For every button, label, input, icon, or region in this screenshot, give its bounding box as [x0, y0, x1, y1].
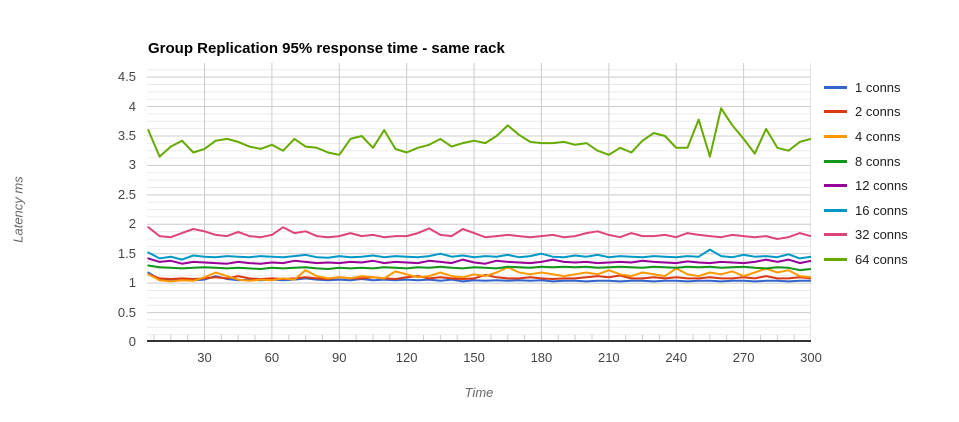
x-axis-title: Time	[464, 385, 494, 400]
series-line-16-conns	[147, 248, 811, 261]
y-tick-label: 1	[128, 275, 136, 291]
y-tick-label: 3.5	[117, 127, 136, 143]
legend-line-swatch	[824, 257, 847, 261]
legend: 1 conns 2 conns 4 conns 8 conns 12 conns 16 c…	[824, 75, 908, 272]
x-tick-label: 180	[530, 350, 553, 365]
plot-area	[147, 63, 811, 342]
legend-item: 8 conns	[824, 149, 908, 174]
legend-item: 4 conns	[824, 124, 908, 149]
x-tick-label: 210	[597, 350, 620, 365]
x-tick-label: 240	[665, 350, 688, 365]
y-tick-label: 2	[128, 216, 136, 232]
legend-item: 16 conns	[824, 198, 908, 223]
x-tick-label: 120	[395, 350, 418, 365]
legend-item: 12 conns	[824, 173, 908, 198]
y-tick-label: 0.5	[117, 304, 136, 320]
y-tick-label: 0	[128, 334, 136, 349]
y-tick-label: 4	[128, 98, 136, 114]
y-axis-title: Latency ms	[10, 176, 26, 243]
legend-line-swatch	[824, 184, 847, 188]
series-line-64-conns	[147, 107, 811, 158]
legend-line-swatch	[824, 110, 847, 114]
chart-title: Group Replication 95% response time - sa…	[148, 40, 505, 57]
x-tick-label: 90	[332, 350, 347, 365]
x-tick-label: 270	[732, 350, 755, 365]
legend-label: 1 conns	[855, 79, 901, 95]
series-line-32-conns	[147, 226, 811, 240]
y-tick-label: 4.5	[117, 69, 136, 85]
legend-item: 2 conns	[824, 100, 908, 125]
y-tick-label: 2.5	[117, 186, 136, 202]
series-line-12-conns	[147, 257, 811, 265]
x-tick-label: 150	[463, 350, 485, 365]
legend-item: 32 conns	[824, 223, 908, 248]
legend-label: 4 conns	[855, 128, 901, 144]
x-tick-label: 60	[264, 350, 280, 365]
legend-item: 64 conns	[824, 247, 908, 272]
legend-line-swatch	[824, 233, 847, 237]
legend-line-swatch	[824, 208, 847, 212]
x-tick-label: 300	[800, 350, 822, 365]
legend-label: 2 conns	[855, 104, 901, 120]
legend-label: 12 conns	[855, 178, 908, 194]
series-line-4-conns	[147, 266, 811, 283]
series-line-8-conns	[147, 264, 811, 272]
y-tick-label: 1.5	[117, 245, 136, 261]
legend-line-swatch	[824, 85, 847, 89]
legend-label: 16 conns	[855, 202, 908, 218]
legend-line-swatch	[824, 159, 847, 163]
legend-item: 1 conns	[824, 75, 908, 100]
x-tick-label: 30	[197, 350, 212, 365]
legend-line-swatch	[824, 134, 847, 138]
legend-label: 8 conns	[855, 153, 901, 169]
legend-label: 64 conns	[855, 251, 908, 267]
legend-label: 32 conns	[855, 227, 908, 243]
y-tick-label: 3	[128, 157, 136, 173]
